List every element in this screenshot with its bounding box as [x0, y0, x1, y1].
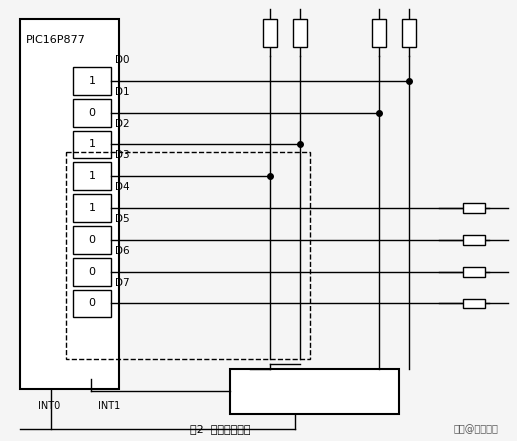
Bar — [402, 19, 416, 47]
Text: 0: 0 — [88, 299, 96, 308]
Text: D6: D6 — [115, 246, 130, 256]
Text: 1: 1 — [88, 76, 96, 86]
Bar — [263, 19, 277, 47]
Text: 1: 1 — [88, 139, 96, 149]
Bar — [73, 194, 111, 222]
Text: INT0: INT0 — [38, 401, 60, 411]
Bar — [73, 258, 111, 286]
Text: INT1: INT1 — [98, 401, 120, 411]
Text: 1: 1 — [88, 203, 96, 213]
Bar — [463, 299, 484, 308]
Bar — [73, 67, 111, 95]
Bar — [293, 19, 307, 47]
Bar — [463, 267, 484, 277]
Bar — [463, 203, 484, 213]
Bar — [20, 19, 119, 389]
Text: 1: 1 — [88, 171, 96, 181]
Text: PIC16P877: PIC16P877 — [25, 35, 85, 45]
Bar — [73, 290, 111, 318]
Text: D1: D1 — [115, 87, 130, 97]
Text: D5: D5 — [115, 214, 130, 224]
Text: D0: D0 — [115, 55, 129, 65]
Bar — [73, 162, 111, 190]
Bar — [230, 369, 399, 414]
Text: D3: D3 — [115, 150, 130, 161]
Text: 头条@小魁说事: 头条@小魁说事 — [453, 424, 498, 434]
Bar — [463, 235, 484, 245]
Text: D2: D2 — [115, 119, 130, 129]
Text: 0: 0 — [88, 267, 96, 277]
Bar — [73, 99, 111, 127]
Text: D4: D4 — [115, 182, 130, 192]
Text: 0: 0 — [88, 235, 96, 245]
Bar — [73, 226, 111, 254]
Text: D7: D7 — [115, 277, 130, 288]
Bar — [73, 131, 111, 158]
Bar — [372, 19, 386, 47]
Text: 图2  线反转法原理: 图2 线反转法原理 — [190, 424, 251, 434]
Bar — [66, 153, 310, 359]
Text: 0: 0 — [88, 108, 96, 118]
